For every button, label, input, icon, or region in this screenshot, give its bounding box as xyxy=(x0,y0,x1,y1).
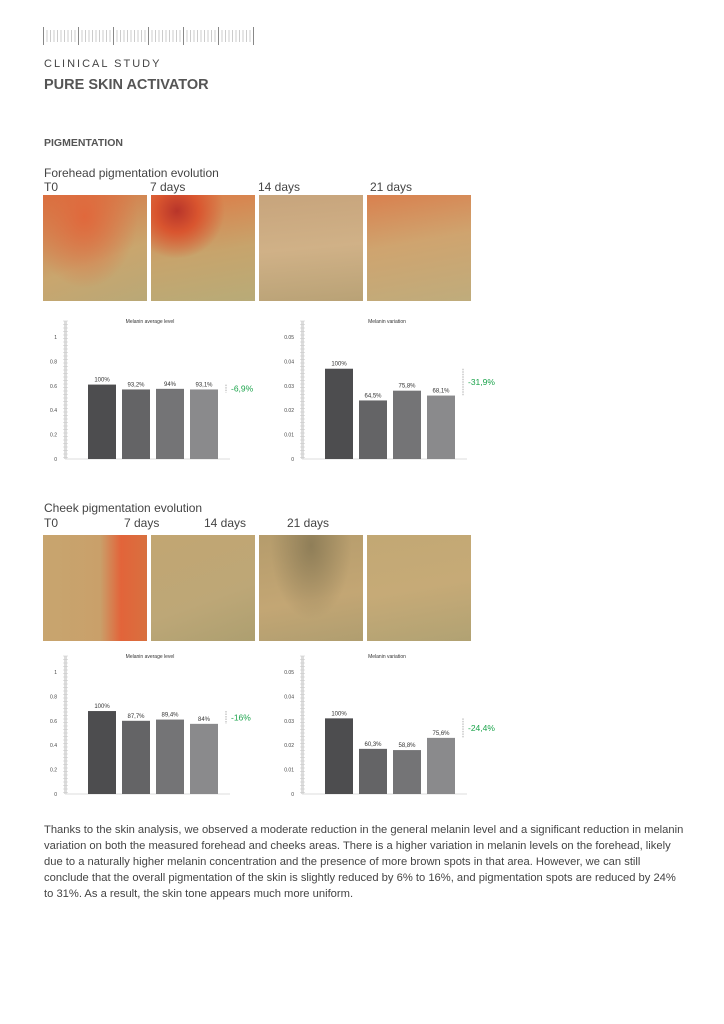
chart-title: Melanin average level xyxy=(126,319,175,325)
timepoint-label: T0 xyxy=(44,180,59,194)
delta-label: -31,9% xyxy=(468,377,495,387)
y-tick-label: 0.02 xyxy=(284,743,294,749)
bar-14-days xyxy=(393,750,421,794)
y-tick-label: 1 xyxy=(54,670,57,676)
cheek-melanin-variation-chart: Melanin variation 0 0.01 0.02 0.03 0.04 0.05 10… xyxy=(284,654,495,798)
delta-label: -16% xyxy=(231,712,251,722)
y-axis xyxy=(64,321,67,459)
y-tick-label: 0.2 xyxy=(50,433,57,439)
delta-label: -6,9% xyxy=(231,384,254,394)
bar-value-label: 100% xyxy=(94,704,110,710)
y-tick-label: 0.8 xyxy=(50,694,57,700)
bar-7-days xyxy=(122,720,150,794)
bar-value-label: 64,5% xyxy=(364,393,382,399)
bar-21-days xyxy=(190,723,218,794)
y-tick-label: 0.02 xyxy=(284,408,294,414)
timepoint-label: 14 days xyxy=(258,180,301,194)
cheek-photo-14days xyxy=(259,535,363,641)
forehead-title: Forehead pigmentation evolution xyxy=(44,166,219,180)
timepoint-label: 7 days xyxy=(150,180,186,194)
y-tick-label: 0 xyxy=(54,792,57,798)
timepoint-label: 21 days xyxy=(287,516,330,530)
bar-7-days xyxy=(122,389,150,459)
bar-14-days xyxy=(156,388,184,459)
bar-value-label: 75,8% xyxy=(398,384,416,390)
timepoint-label: 14 days xyxy=(204,516,247,530)
chart-title: Melanin variation xyxy=(368,654,406,660)
bar-value-label: 75,6% xyxy=(432,731,450,737)
chart-title: Melanin average level xyxy=(126,654,175,660)
bar-14-days xyxy=(393,390,421,459)
cheek-title: Cheek pigmentation evolution xyxy=(44,501,203,515)
y-tick-label: 0 xyxy=(291,792,294,798)
bar-value-label: 58,8% xyxy=(398,743,416,749)
section-heading: PIGMENTATION xyxy=(44,137,123,149)
delta-label: -24,4% xyxy=(468,723,495,733)
timepoint-label: 7 days xyxy=(124,516,160,530)
bar-T0 xyxy=(88,384,116,459)
y-tick-label: 0.05 xyxy=(284,670,294,676)
forehead-photo-t0 xyxy=(43,195,147,301)
conclusion-paragraph: Thanks to the skin analysis, we observed… xyxy=(44,824,684,900)
cheek-photo-t0 xyxy=(43,535,147,641)
bar-value-label: 93,1% xyxy=(195,382,213,388)
bar-value-label: 93,2% xyxy=(127,382,145,388)
y-axis xyxy=(301,321,304,459)
bar-value-label: 68,1% xyxy=(432,389,450,395)
forehead-photo-21days xyxy=(367,195,471,301)
bar-21-days xyxy=(427,395,455,459)
bar-value-label: 100% xyxy=(331,711,347,717)
y-tick-label: 0.6 xyxy=(50,384,57,390)
bar-T0 xyxy=(325,368,353,459)
bar-value-label: 100% xyxy=(331,362,347,368)
timepoint-label: T0 xyxy=(44,516,59,530)
bar-T0 xyxy=(325,718,353,794)
bar-21-days xyxy=(427,737,455,794)
y-tick-label: 0 xyxy=(54,457,57,463)
bar-14-days xyxy=(156,719,184,794)
bar-T0 xyxy=(88,711,116,794)
y-tick-label: 0.01 xyxy=(284,433,294,439)
bar-value-label: 89,4% xyxy=(161,713,179,719)
forehead-melanin-average-chart: Melanin average level 0 0.2 0.4 0.6 0.8 1 100% 9… xyxy=(50,319,254,463)
kicker: CLINICAL STUDY xyxy=(44,58,162,70)
cheek-photo-7days xyxy=(151,535,255,641)
timepoint-label: 21 days xyxy=(370,180,413,194)
y-tick-label: 0.05 xyxy=(284,335,294,341)
chart-title: Melanin variation xyxy=(368,319,406,325)
bar-7-days xyxy=(359,400,387,459)
y-tick-label: 0.6 xyxy=(50,719,57,725)
bar-value-label: 94% xyxy=(164,382,177,388)
bar-value-label: 87,7% xyxy=(127,714,145,720)
bar-21-days xyxy=(190,389,218,459)
forehead-melanin-variation-chart: Melanin variation 0 0.01 0.02 0.03 0.04 0.05 10… xyxy=(284,319,495,463)
bar-value-label: 84% xyxy=(198,717,211,723)
forehead-photo-14days xyxy=(259,195,363,301)
y-axis xyxy=(301,656,304,794)
cheek-melanin-average-chart: Melanin average level 0 0.2 0.4 0.6 0.8 1 100% 8… xyxy=(50,654,251,798)
y-tick-label: 0.03 xyxy=(284,719,294,725)
y-tick-label: 0 xyxy=(291,457,294,463)
y-axis xyxy=(64,656,67,794)
y-tick-label: 0.04 xyxy=(284,359,294,365)
y-tick-label: 0.04 xyxy=(284,694,294,700)
y-tick-label: 1 xyxy=(54,335,57,341)
y-tick-label: 0.03 xyxy=(284,384,294,390)
cheek-photo-21days xyxy=(367,535,471,641)
bar-value-label: 100% xyxy=(94,378,110,384)
y-tick-label: 0.8 xyxy=(50,359,57,365)
forehead-photo-7days xyxy=(151,195,255,301)
y-tick-label: 0.2 xyxy=(50,768,57,774)
page-title: PURE SKIN ACTIVATOR xyxy=(44,77,209,93)
bar-value-label: 60,3% xyxy=(364,742,382,748)
y-tick-label: 0.4 xyxy=(50,743,57,749)
y-tick-label: 0.01 xyxy=(284,768,294,774)
y-tick-label: 0.4 xyxy=(50,408,57,414)
ruler-logo xyxy=(43,27,254,45)
bar-7-days xyxy=(359,748,387,794)
